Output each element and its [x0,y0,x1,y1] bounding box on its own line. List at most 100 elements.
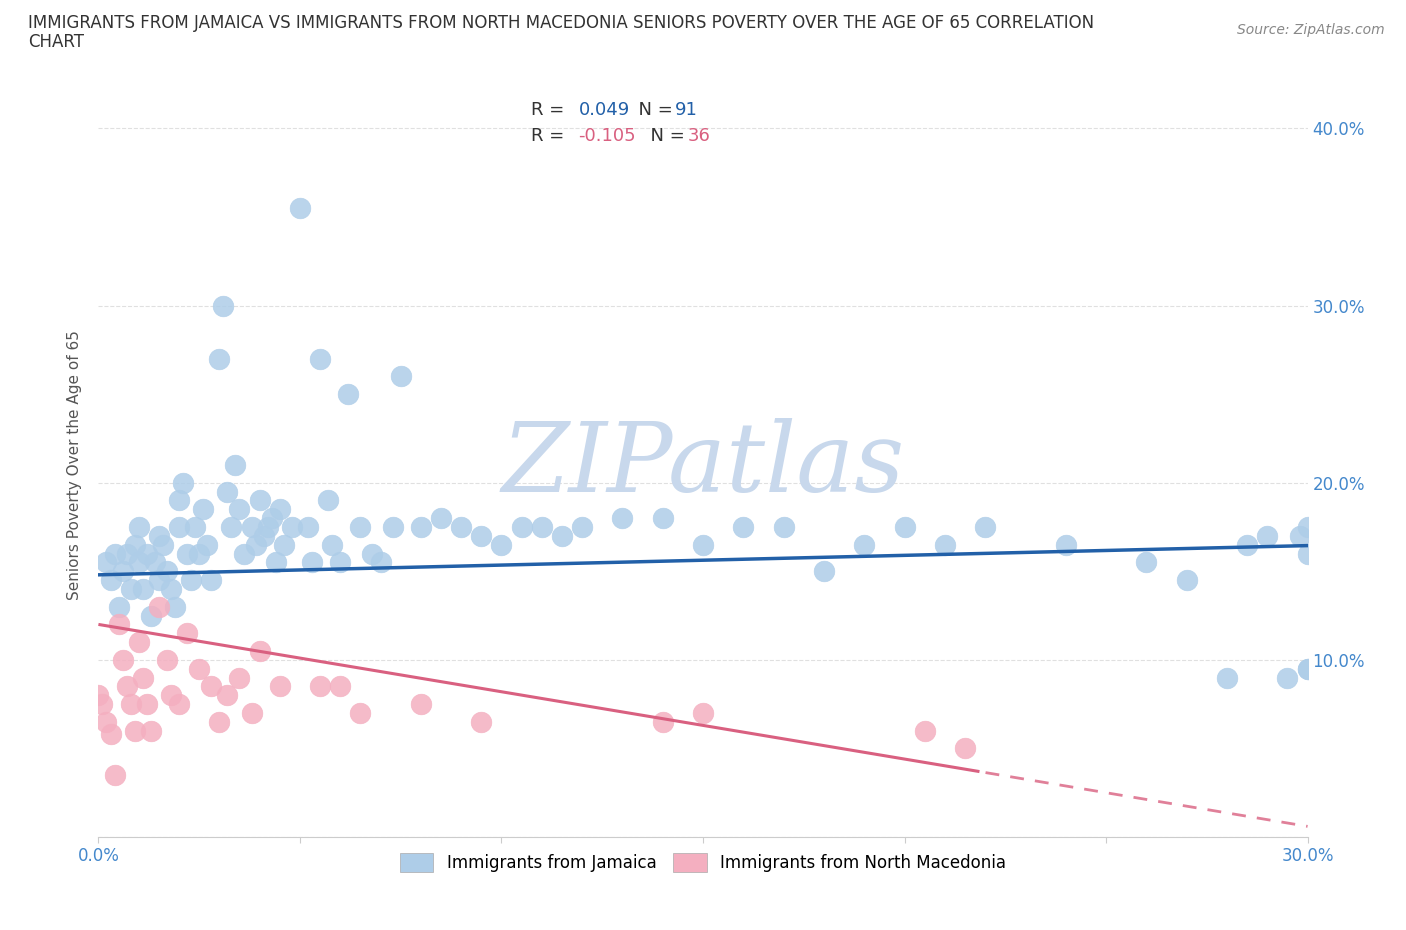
Point [200,573,222,588]
Text: 91: 91 [675,101,697,119]
Point [208,714,231,729]
Point [224,458,246,472]
Point [381,520,404,535]
Point [389,369,412,384]
Point [139,724,162,738]
Point [281,520,304,535]
Point [160,688,183,703]
Point [249,644,271,658]
Point [301,555,323,570]
Point [1256,528,1278,543]
Point [107,599,129,614]
Point [430,511,453,525]
Point [329,679,352,694]
Point [1175,573,1198,588]
Point [163,599,186,614]
Text: N =: N = [627,101,678,119]
Point [337,387,360,402]
Point [953,741,976,756]
Point [96,555,118,570]
Point [240,706,263,721]
Point [349,706,371,721]
Point [813,564,835,578]
Point [156,653,179,668]
Text: ZIPatlas: ZIPatlas [502,418,904,512]
Point [349,520,371,535]
Y-axis label: Seniors Poverty Over the Age of 65: Seniors Poverty Over the Age of 65 [67,330,83,600]
Point [100,573,122,588]
Point [245,538,267,552]
Point [232,546,254,561]
Point [200,679,222,694]
Point [530,520,553,535]
Point [409,520,432,535]
Point [188,661,211,676]
Point [240,520,263,535]
Point [1236,538,1258,552]
Point [135,546,157,561]
Text: Source: ZipAtlas.com: Source: ZipAtlas.com [1237,23,1385,37]
Point [128,634,150,649]
Point [176,546,198,561]
Point [217,485,239,499]
Point [1054,538,1077,552]
Point [132,671,155,685]
Point [91,697,114,711]
Text: 36: 36 [688,127,710,145]
Point [212,299,235,313]
Point [176,626,198,641]
Point [1296,520,1319,535]
Point [160,581,183,596]
Point [269,679,291,694]
Point [253,528,276,543]
Point [409,697,432,711]
Point [510,520,533,535]
Point [148,599,170,614]
Point [1277,671,1299,685]
Point [148,528,170,543]
Point [249,493,271,508]
Point [124,538,146,552]
Point [260,511,283,525]
Text: R =: R = [531,127,571,145]
Point [228,671,250,685]
Point [103,767,125,782]
Point [692,706,714,721]
Point [1296,661,1319,676]
Point [1135,555,1157,570]
Point [1296,546,1319,561]
Point [128,555,150,570]
Point [893,520,915,535]
Point [115,546,138,561]
Point [1216,671,1239,685]
Point [167,697,190,711]
Point [184,520,207,535]
Point [148,573,170,588]
Point [256,520,278,535]
Point [269,502,291,517]
Point [115,679,138,694]
Point [692,538,714,552]
Point [193,502,215,517]
Text: 0.049: 0.049 [578,101,630,119]
Point [100,727,122,742]
Point [172,475,194,490]
Point [87,688,110,703]
Point [107,617,129,631]
Point [651,714,673,729]
Point [217,688,239,703]
Point [853,538,876,552]
Point [470,528,492,543]
Point [228,502,250,517]
Point [264,555,287,570]
Point [208,352,231,366]
Point [152,538,174,552]
Point [188,546,211,561]
Point [273,538,295,552]
Point [309,352,332,366]
Point [612,511,634,525]
Point [96,714,118,729]
Point [288,201,311,216]
Point [120,697,142,711]
Text: IMMIGRANTS FROM JAMAICA VS IMMIGRANTS FROM NORTH MACEDONIA SENIORS POVERTY OVER : IMMIGRANTS FROM JAMAICA VS IMMIGRANTS FR… [28,14,1094,32]
